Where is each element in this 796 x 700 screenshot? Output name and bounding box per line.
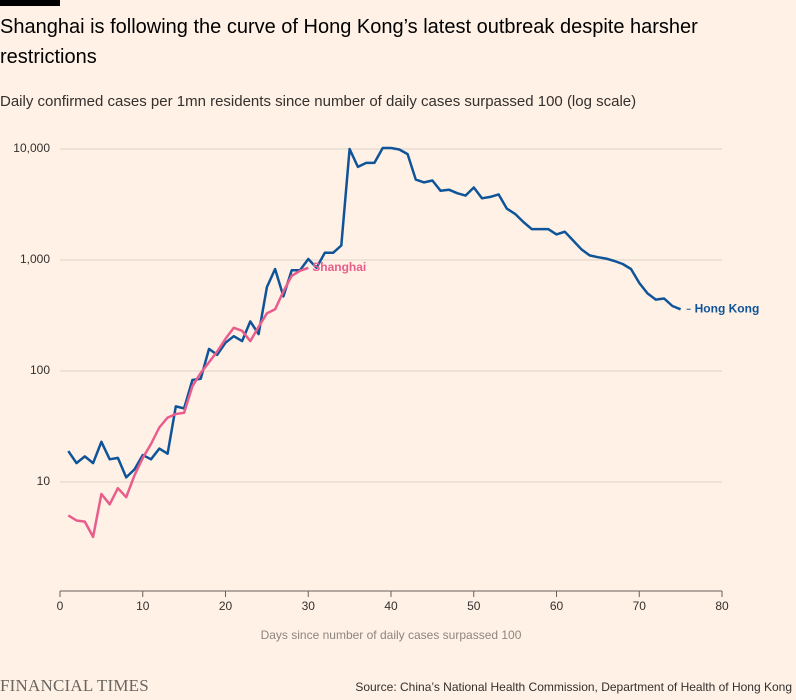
series-line: [67, 266, 309, 539]
brand-bar: [0, 0, 60, 6]
x-tick-label: 30: [302, 599, 316, 613]
x-tick-label: 20: [219, 599, 233, 613]
series-label: Shanghai: [312, 260, 366, 274]
y-tick-label: 10: [37, 474, 51, 488]
x-tick-label: 50: [467, 599, 481, 613]
y-tick-label: 10,000: [13, 141, 50, 155]
y-tick-label: 1,000: [20, 252, 50, 266]
y-tick-label: 100: [30, 363, 50, 377]
x-tick-label: 40: [384, 599, 398, 613]
x-tick-label: 80: [715, 599, 729, 613]
x-tick-label: 60: [550, 599, 564, 613]
x-axis-label: Days since number of daily cases surpass…: [261, 628, 522, 642]
x-tick-label: 10: [136, 599, 150, 613]
series-label: Hong Kong: [695, 301, 760, 315]
series-line: [67, 146, 682, 479]
publisher: FINANCIAL TIMES: [0, 676, 149, 695]
x-tick-label: 70: [633, 599, 647, 613]
chart-title: Shanghai is following the curve of Hong …: [0, 16, 698, 68]
source: Source: China’s National Health Commissi…: [355, 680, 792, 694]
chart-subtitle: Daily confirmed cases per 1mn residents …: [0, 93, 637, 110]
x-tick-label: 0: [57, 599, 64, 613]
